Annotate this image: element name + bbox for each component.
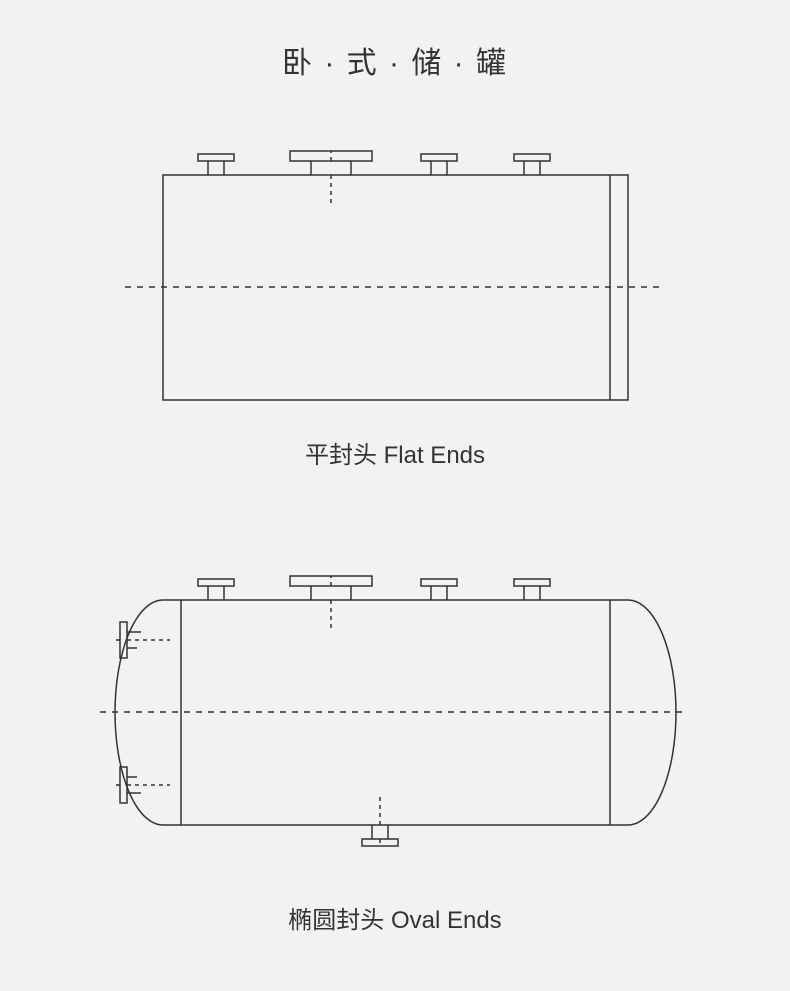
tank-oval-caption: 椭圆封头 Oval Ends xyxy=(0,900,790,935)
tank-oval-diagram xyxy=(0,0,790,991)
page: 卧 · 式 · 储 · 罐 xyxy=(0,0,790,991)
